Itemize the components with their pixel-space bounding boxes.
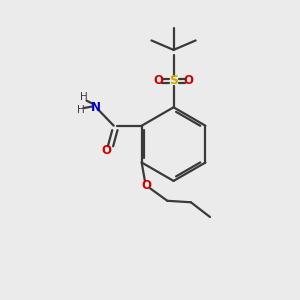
Text: H: H <box>77 105 85 116</box>
Text: O: O <box>101 144 111 157</box>
Text: N: N <box>91 101 101 114</box>
Text: H: H <box>80 92 88 102</box>
Text: O: O <box>184 74 194 87</box>
Text: S: S <box>169 74 178 87</box>
Text: O: O <box>141 179 151 192</box>
Text: O: O <box>153 74 163 87</box>
